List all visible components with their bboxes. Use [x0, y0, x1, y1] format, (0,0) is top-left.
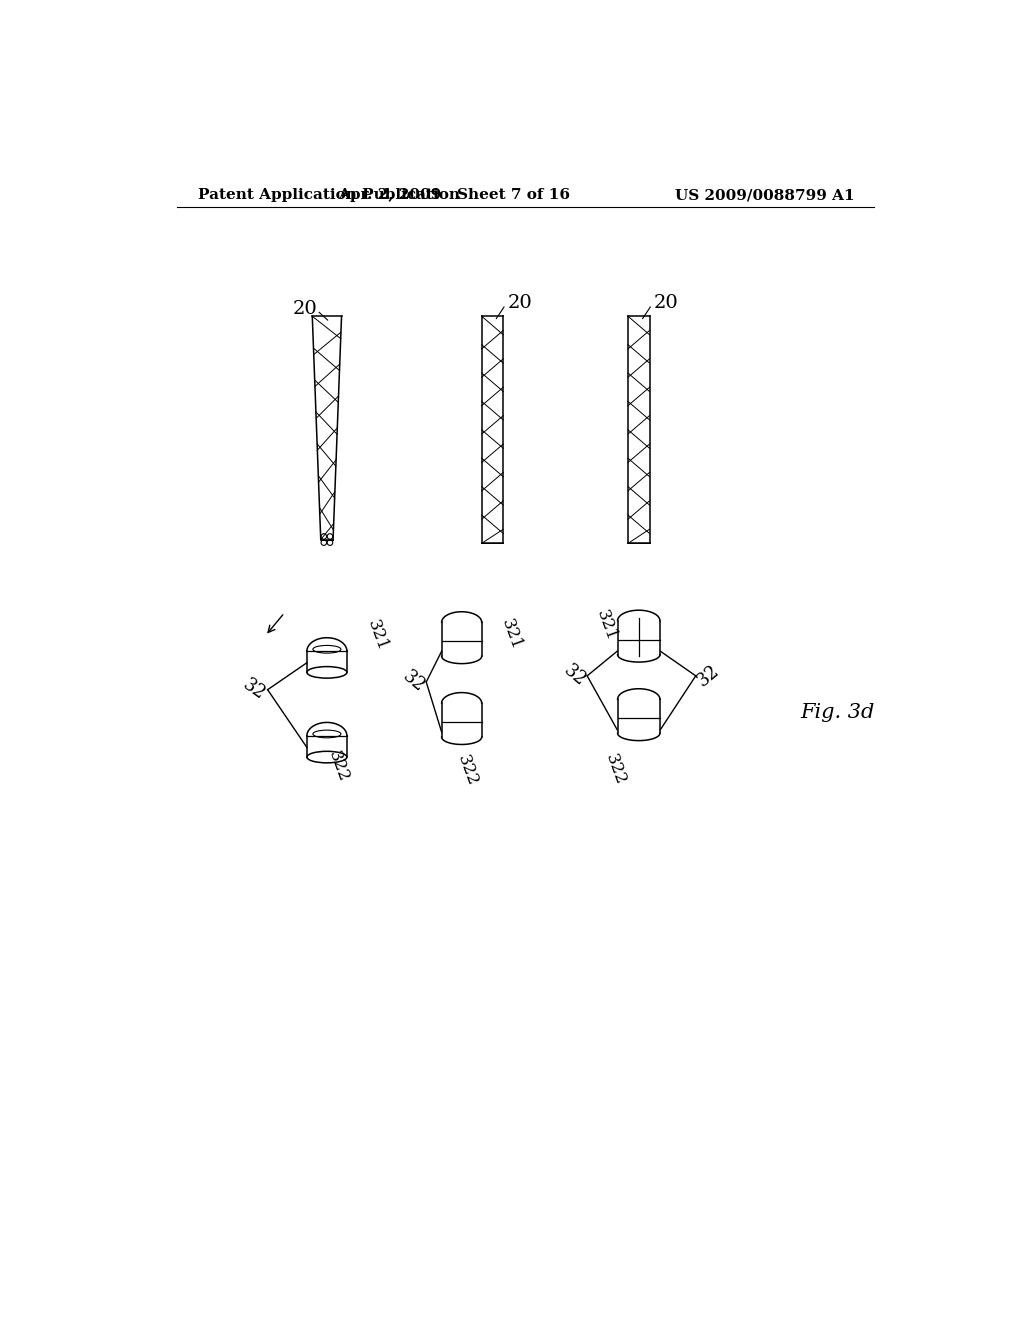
Text: 321: 321 — [364, 618, 390, 653]
Text: 32: 32 — [240, 676, 268, 704]
Text: 20: 20 — [508, 294, 532, 312]
Text: 32: 32 — [560, 661, 590, 690]
Text: Fig. 3d: Fig. 3d — [801, 704, 874, 722]
Text: Apr. 2, 2009   Sheet 7 of 16: Apr. 2, 2009 Sheet 7 of 16 — [338, 189, 570, 202]
Text: 20: 20 — [292, 300, 317, 318]
Text: 20: 20 — [654, 294, 679, 312]
Text: 322: 322 — [602, 751, 629, 787]
Text: 32: 32 — [399, 668, 428, 696]
Text: 321: 321 — [499, 616, 525, 652]
Text: 321: 321 — [593, 609, 620, 644]
Text: 32: 32 — [693, 661, 723, 690]
Text: 322: 322 — [325, 748, 352, 784]
Text: US 2009/0088799 A1: US 2009/0088799 A1 — [675, 189, 854, 202]
Text: 322: 322 — [454, 752, 480, 788]
Text: Patent Application Publication: Patent Application Publication — [199, 189, 461, 202]
